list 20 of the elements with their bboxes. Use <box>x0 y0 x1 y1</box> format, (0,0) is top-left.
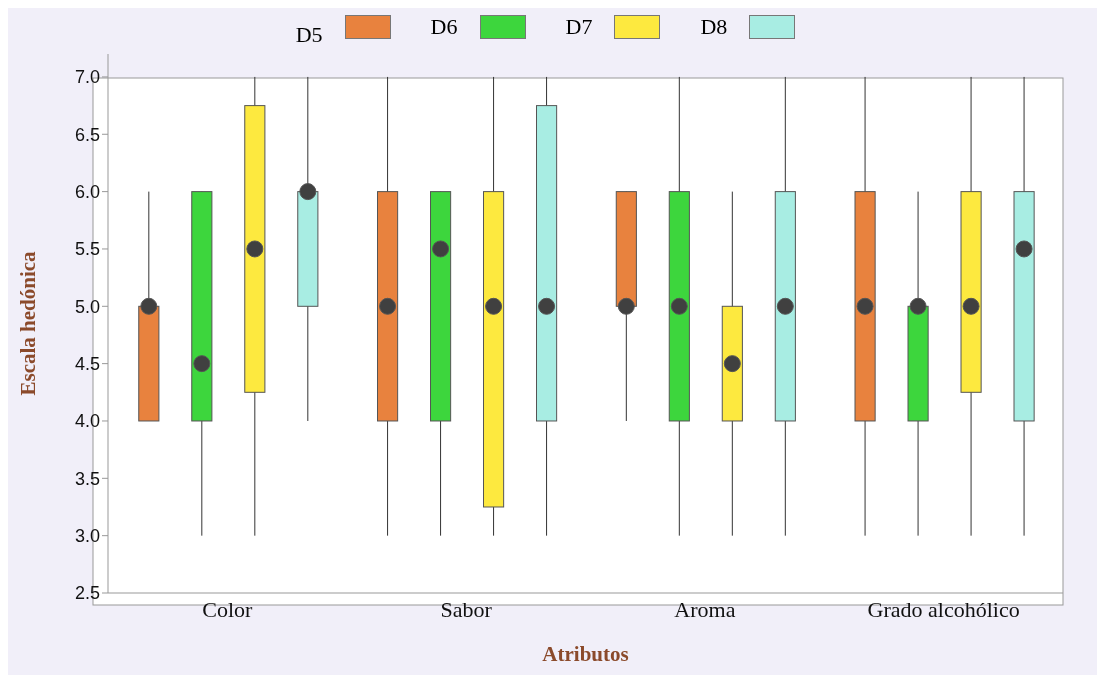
y-tick-label: 5.5 <box>74 239 100 260</box>
y-tick-label: 2.5 <box>74 583 100 604</box>
y-tick-label: 6.5 <box>74 124 100 145</box>
legend-label: D7 <box>565 14 593 40</box>
legend-label: D6 <box>430 14 458 40</box>
x-axis-title: Atributos <box>542 642 629 666</box>
x-tick-label: Color <box>202 596 254 622</box>
x-tick-label: Sabor <box>440 596 493 622</box>
y-tick-label: 4.0 <box>74 411 100 432</box>
x-tick-label: Grado alcohólico <box>867 596 1020 622</box>
legend-label: D8 <box>700 14 728 40</box>
y-tick-label: 7.0 <box>74 67 100 88</box>
y-axis-title: Escala hedónica <box>16 250 41 396</box>
y-tick-label: 3.0 <box>74 526 100 547</box>
x-tick-label: Aroma <box>674 596 736 622</box>
y-tick-label: 4.5 <box>74 354 100 375</box>
legend-label: D5 <box>295 22 323 48</box>
y-tick-label: 3.5 <box>74 468 100 489</box>
y-tick-label: 5.0 <box>74 296 100 317</box>
y-tick-label: 6.0 <box>74 182 100 203</box>
